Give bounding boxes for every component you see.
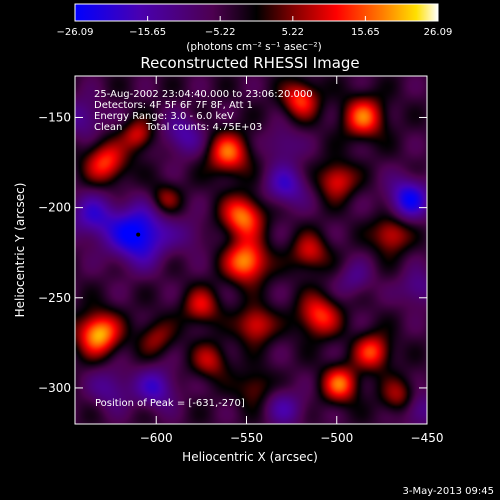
x-tick-label: −500 [320,431,353,445]
annotation-total-counts: Total counts: 4.75E+03 [145,122,262,133]
annotation-method: Clean [94,122,122,133]
plot-frame [74,75,428,425]
colorbar-tick-label: −15.65 [129,27,166,38]
annotation-detectors: Detectors: 4F 5F 6F 7F 8F, Att 1 [94,100,253,111]
chart-title: Reconstructed RHESSI Image [140,54,359,72]
y-axis-ticks: −300 −250 −200 −150 [38,110,427,395]
peak-position-label: Position of Peak = [-631,-270] [95,398,245,409]
x-tick-label: −550 [230,431,263,445]
colorbar-tick-label: 15.65 [351,27,380,38]
y-tick-label: −150 [38,110,71,124]
footer-timestamp: 3-May-2013 09:45 [402,486,494,497]
x-axis-ticks: −600 −550 −500 −450 [140,76,444,445]
peak-marker [136,232,141,237]
x-axis-label: Heliocentric X (arcsec) [182,450,318,464]
x-tick-label: −600 [140,431,173,445]
y-axis-label: Heliocentric Y (arcsec) [13,183,27,318]
colorbar-tick-label: 5.22 [282,27,304,38]
y-tick-label: −200 [38,201,71,215]
y-tick-label: −300 [38,381,71,395]
colorbar-tick-label: −26.09 [56,27,93,38]
colorbar [74,3,439,22]
heatmap-image [75,76,427,424]
colorbar-ticks: −26.09 −15.65 −5.22 5.22 15.65 26.09 [56,16,452,38]
colorbar-tick-label: 26.09 [424,27,453,38]
colorbar-units-label: (photons cm⁻² s⁻¹ asec⁻²) [186,41,321,53]
x-tick-label: −450 [411,431,444,445]
annotation-time-range: 25-Aug-2002 23:04:40.000 to 23:06:20.000 [94,89,313,100]
annotation-energy-range: Energy Range: 3.0 - 6.0 keV [94,111,234,122]
y-tick-label: −250 [38,291,71,305]
colorbar-tick-label: −5.22 [205,27,236,38]
